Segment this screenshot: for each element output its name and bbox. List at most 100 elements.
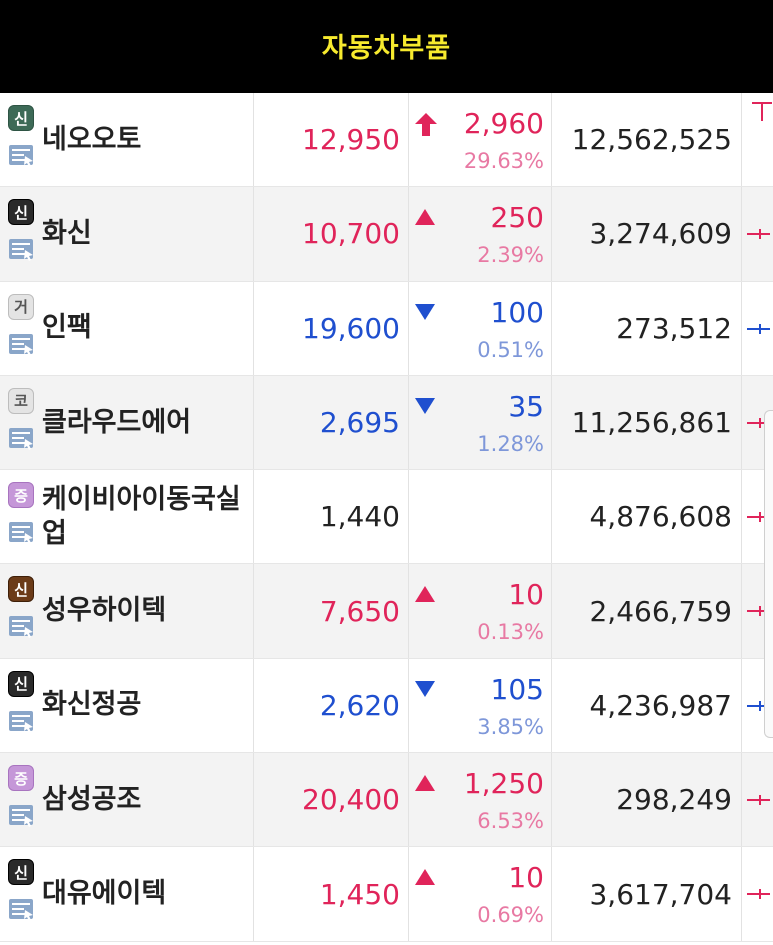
mini-candle-chart [742,847,773,940]
triangle-up-icon [414,205,436,233]
market-badge: 신 [8,199,34,226]
stock-list: 신 네오오토 12,950 2,960 29.63% 12,562,525 신 화신 10,70… [0,93,773,942]
triangle-up-icon [414,771,436,799]
chart-icon[interactable] [8,614,34,639]
column-divider [741,753,742,847]
price-change: 35 [508,389,544,423]
current-price: 1,440 [319,500,400,534]
stock-name-text: 케이비아이동국실업 [42,483,241,549]
column-divider [408,847,409,941]
stock-row[interactable]: 신 네오오토 12,950 2,960 29.63% 12,562,525 [0,93,773,188]
scrollbar-thumb[interactable] [764,410,773,738]
trading-volume: 11,256,861 [571,406,732,440]
column-divider [408,375,409,470]
stock-name[interactable]: 케이비아이동국실업 [42,470,252,563]
mini-candle-chart [742,187,773,280]
triangle-up-icon [414,865,436,893]
chart-icon[interactable] [8,520,34,545]
chart-icon[interactable] [8,897,34,922]
trading-volume: 2,466,759 [589,594,732,628]
market-badge: 증 [8,765,34,792]
market-badge: 신 [8,859,34,886]
market-badge: 신 [8,576,34,603]
limit-up-arrow-icon [414,111,438,143]
column-divider [253,847,254,941]
price-change: 10 [508,578,544,612]
change-percent: 0.13% [477,620,544,645]
sector-header: 자동차부품 [0,0,773,93]
stock-row[interactable]: 코 클라우드에어 2,695 35 1.28% 11,256,861 [0,375,773,471]
triangle-up-icon [414,582,436,610]
column-divider [741,281,742,375]
stock-name[interactable]: 클라우드에어 [42,376,252,469]
trading-volume: 4,236,987 [589,688,732,722]
market-badge: 증 [8,482,34,509]
stock-name[interactable]: 인팩 [42,282,252,375]
stock-name[interactable]: 대유에이텍 [42,847,252,940]
stock-name-text: 성우하이텍 [42,595,167,627]
change-percent: 0.69% [477,903,544,928]
column-divider [253,753,254,847]
change-percent: 6.53% [477,809,544,834]
triangle-down-icon [414,677,436,705]
current-price: 7,650 [319,594,400,628]
stock-row[interactable]: 신 화신정공 2,620 105 3.85% 4,236,987 [0,658,773,754]
stock-row[interactable]: 거 인팩 19,600 100 0.51% 273,512 [0,281,773,376]
column-divider [551,470,552,564]
chart-icon[interactable] [8,426,34,450]
column-divider [253,470,254,564]
change-percent: 2.39% [477,243,544,268]
mini-candle-chart [742,753,773,846]
sector-title: 자동차부품 [321,33,452,64]
price-change: 250 [490,201,544,235]
chart-icon[interactable] [8,143,34,167]
stock-name[interactable]: 삼성공조 [42,753,252,846]
chart-icon[interactable] [8,332,34,356]
column-divider [551,753,552,847]
chart-icon[interactable] [8,237,34,262]
column-divider [551,847,552,941]
stock-name-text: 인팩 [42,312,92,344]
market-badge: 거 [8,293,34,320]
change-percent: 1.28% [477,431,544,456]
stock-name-text: 화신정공 [42,689,142,721]
trading-volume: 3,617,704 [589,877,732,911]
stock-row[interactable]: 증 삼성공조 20,400 1,250 6.53% 298,249 [0,753,773,848]
stock-name[interactable]: 화신 [42,187,252,280]
chart-icon[interactable] [8,709,34,733]
column-divider [253,93,254,187]
stock-row[interactable]: 신 대유에이텍 1,450 10 0.69% 3,617,704 [0,847,773,942]
trading-volume: 273,512 [616,311,732,345]
stock-name[interactable]: 화신정공 [42,659,252,752]
column-divider [408,564,409,658]
chart-icon[interactable] [8,803,34,828]
column-divider [253,564,254,658]
price-change: 100 [490,295,544,329]
trading-volume: 12,562,525 [571,123,732,157]
column-divider [551,187,552,281]
current-price: 19,600 [302,311,400,345]
column-divider [551,281,552,375]
stock-row[interactable]: 신 화신 10,700 250 2.39% 3,274,609 [0,187,773,282]
trading-volume: 3,274,609 [589,217,732,251]
stock-name-text: 삼성공조 [42,783,142,815]
column-divider [551,375,552,470]
triangle-down-icon [414,300,436,328]
column-divider [253,187,254,281]
column-divider [253,375,254,470]
change-percent: 29.63% [463,149,544,173]
triangle-down-icon [414,394,436,422]
current-price: 12,950 [302,123,400,157]
stock-row[interactable]: 증 케이비아이동국실업 1,440 4,876,608 [0,470,773,565]
column-divider [741,93,742,187]
stock-name-text: 대유에이텍 [42,878,167,910]
stock-name-text: 네오오토 [42,123,142,155]
price-change: 2,960 [463,107,544,140]
stock-name[interactable]: 네오오토 [42,93,252,186]
column-divider [741,847,742,941]
column-divider [408,470,409,564]
mini-candle-chart [742,282,773,375]
column-divider [408,658,409,753]
stock-name[interactable]: 성우하이텍 [42,564,252,657]
